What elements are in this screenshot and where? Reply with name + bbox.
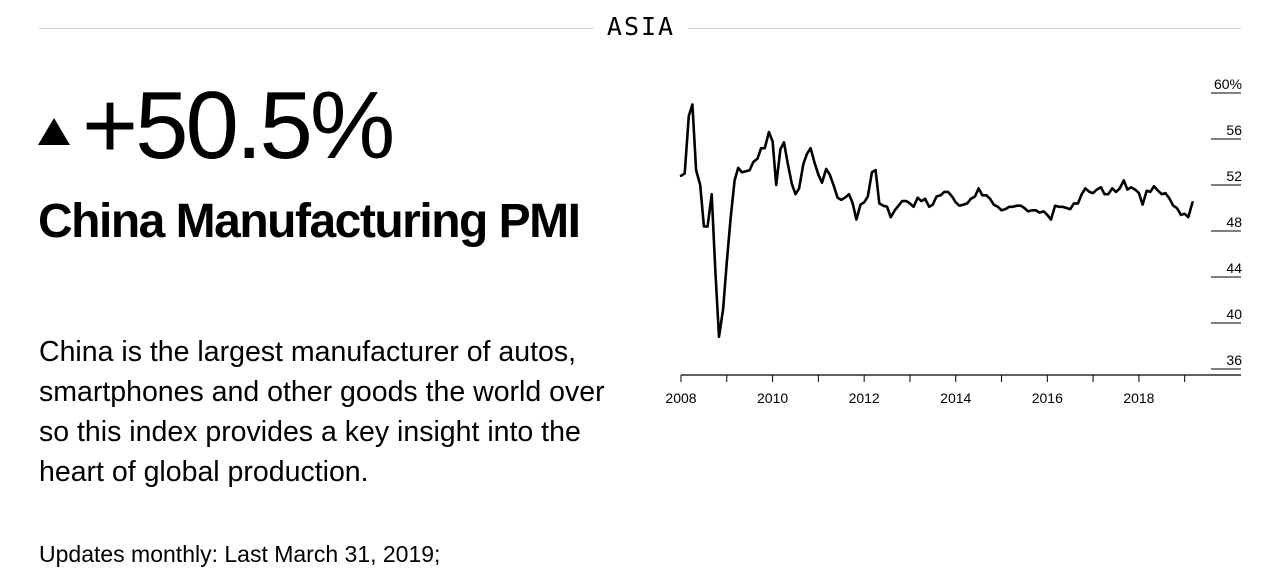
section-divider-left [39, 28, 594, 29]
change-value: +50.5% [82, 72, 395, 179]
y-tick-label: 60% [1214, 76, 1242, 92]
section-label: ASIA [606, 12, 676, 41]
section-divider-right [688, 28, 1241, 29]
x-tick-label: 2018 [1123, 390, 1154, 406]
y-tick-label: 44 [1226, 260, 1242, 276]
x-tick-label: 2012 [849, 390, 880, 406]
y-tick-label: 48 [1226, 214, 1242, 230]
pmi-series-line [679, 103, 1194, 339]
x-tick-label: 2008 [665, 390, 696, 406]
up-triangle-icon [38, 117, 70, 145]
x-tick-label: 2016 [1032, 390, 1063, 406]
headline-value: +50.5% [38, 72, 395, 179]
x-tick-label: 2010 [757, 390, 788, 406]
y-tick-label: 40 [1226, 306, 1242, 322]
y-tick-label: 56 [1226, 122, 1242, 138]
indicator-title: China Manufacturing PMI [38, 195, 581, 248]
pmi-line-chart: 36 40 44 48 52 56 60% 2008 2010 2012 2014 2016 2018 [665, 76, 1242, 406]
update-frequency: Updates monthly: Last March 31, 2019; [39, 541, 441, 567]
indicator-description: China is the largest manufacturer of aut… [39, 336, 605, 488]
y-tick-label: 52 [1226, 168, 1242, 184]
x-tick-label: 2014 [940, 390, 971, 406]
y-tick-label: 36 [1226, 352, 1242, 368]
